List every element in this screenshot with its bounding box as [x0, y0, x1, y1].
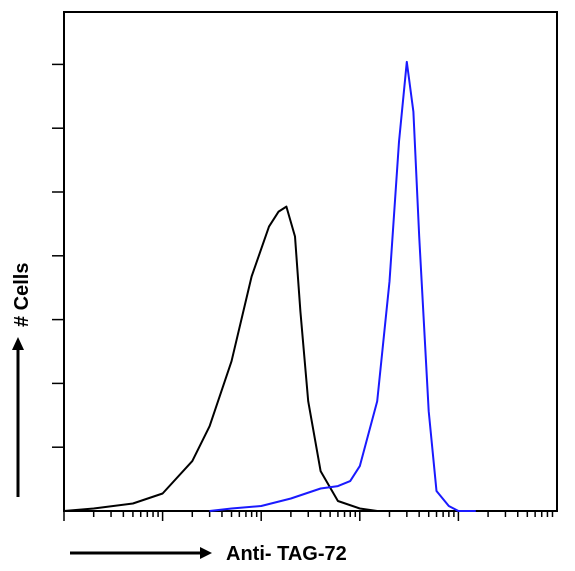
x-axis-label: Anti- TAG-72 [226, 543, 347, 565]
y-axis-ticks [52, 63, 64, 448]
plot-frame [63, 11, 558, 512]
y-axis-arrow-head [12, 337, 24, 350]
y-axis-label: # Cells [11, 263, 33, 327]
x-axis-arrow-head [200, 547, 212, 559]
histogram-series-2 [209, 60, 476, 512]
histogram-series-1 [63, 205, 399, 512]
series-layer [63, 60, 476, 512]
x-axis-ticks [63, 511, 554, 521]
